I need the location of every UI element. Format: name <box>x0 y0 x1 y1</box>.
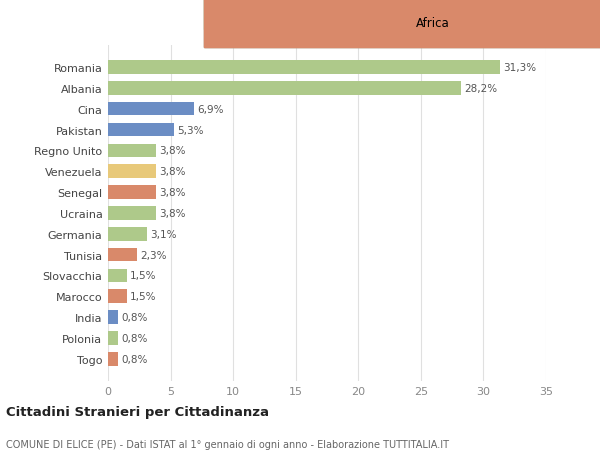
Bar <box>108 331 118 345</box>
Bar <box>108 103 194 116</box>
Bar <box>108 123 175 137</box>
Text: 2,3%: 2,3% <box>140 250 166 260</box>
Text: 3,8%: 3,8% <box>158 167 185 177</box>
Bar <box>108 269 127 283</box>
Text: 0,8%: 0,8% <box>121 354 148 364</box>
Text: 31,3%: 31,3% <box>503 63 536 73</box>
Text: 1,5%: 1,5% <box>130 271 157 281</box>
Bar <box>108 186 155 199</box>
Text: COMUNE DI ELICE (PE) - Dati ISTAT al 1° gennaio di ogni anno - Elaborazione TUTT: COMUNE DI ELICE (PE) - Dati ISTAT al 1° … <box>6 440 449 449</box>
Bar <box>108 228 147 241</box>
Legend: Europa, Asia, America, Africa: Europa, Asia, America, Africa <box>202 15 452 33</box>
Bar <box>108 311 118 324</box>
Text: 3,1%: 3,1% <box>150 229 176 239</box>
Bar <box>108 207 155 220</box>
Text: 3,8%: 3,8% <box>158 188 185 198</box>
Text: 5,3%: 5,3% <box>178 125 204 135</box>
Text: 3,8%: 3,8% <box>158 146 185 156</box>
Bar <box>108 61 500 75</box>
Bar <box>108 82 461 95</box>
Text: 0,8%: 0,8% <box>121 333 148 343</box>
Bar <box>108 290 127 303</box>
Text: 3,8%: 3,8% <box>158 208 185 218</box>
Bar <box>108 165 155 179</box>
Text: 6,9%: 6,9% <box>197 105 224 114</box>
Text: 28,2%: 28,2% <box>464 84 497 94</box>
Bar <box>108 248 137 262</box>
Text: 0,8%: 0,8% <box>121 313 148 322</box>
Bar <box>108 352 118 366</box>
Bar <box>108 144 155 158</box>
Text: 1,5%: 1,5% <box>130 291 157 302</box>
Text: Cittadini Stranieri per Cittadinanza: Cittadini Stranieri per Cittadinanza <box>6 405 269 419</box>
